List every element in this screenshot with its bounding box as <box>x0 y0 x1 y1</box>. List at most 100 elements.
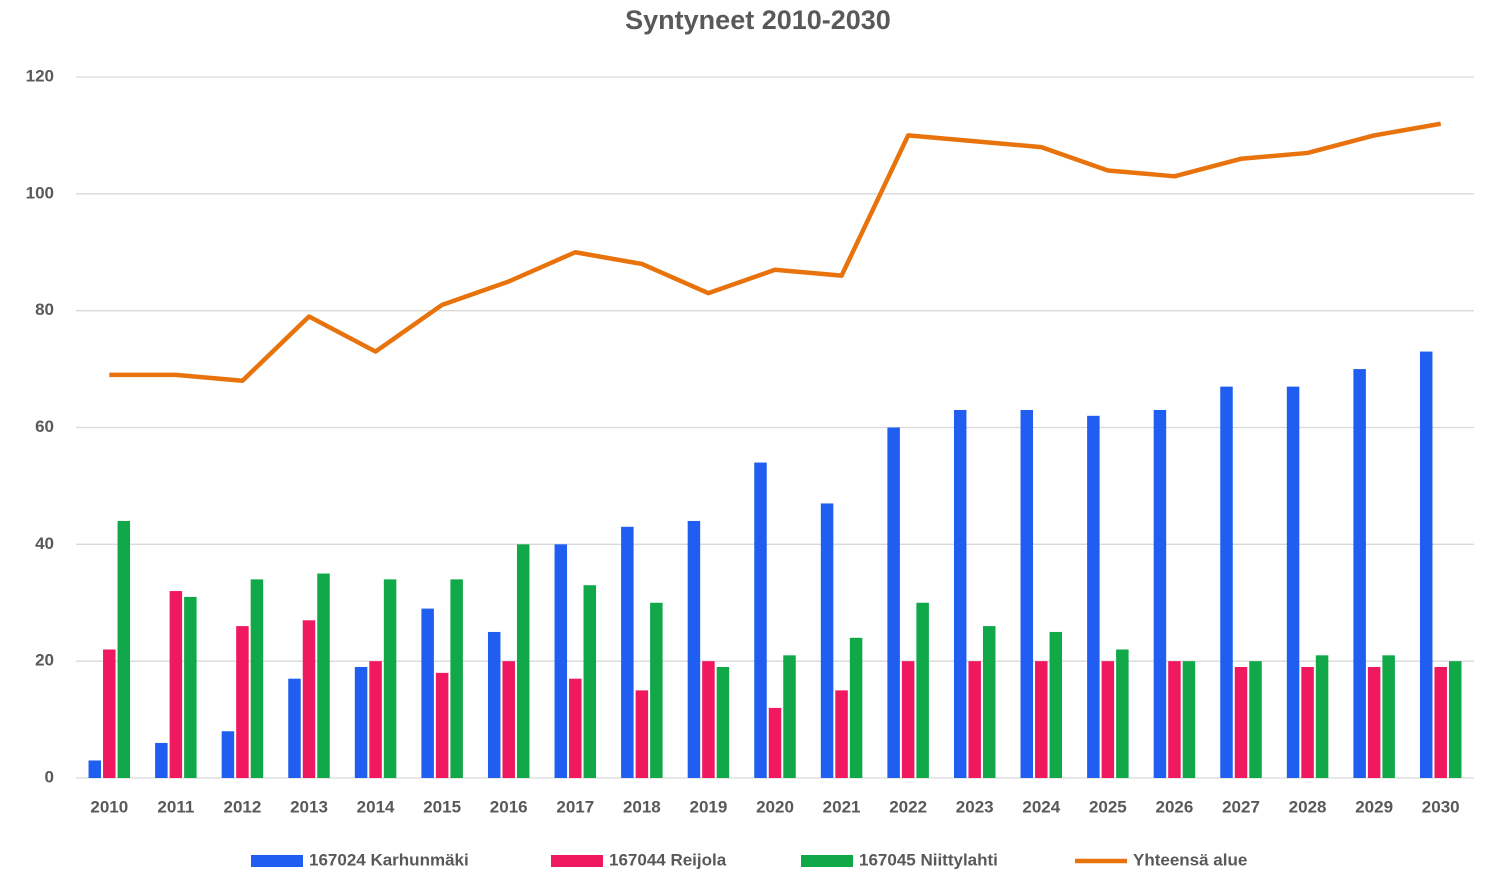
bar <box>288 678 301 778</box>
x-tick-label: 2020 <box>756 797 794 816</box>
bar <box>421 608 434 778</box>
bar <box>687 520 701 778</box>
bar <box>169 591 183 778</box>
x-tick-label: 2018 <box>623 797 661 816</box>
bar <box>754 462 767 778</box>
bar <box>1035 661 1048 778</box>
bar <box>621 526 634 778</box>
x-tick-label: 2024 <box>1022 797 1060 816</box>
chart-title: Syntyneet 2010-2030 <box>625 5 891 35</box>
y-tick-label: 60 <box>35 417 54 436</box>
x-tick-label: 2011 <box>157 797 194 816</box>
bar <box>768 707 782 778</box>
bar <box>354 667 368 778</box>
bar <box>1367 667 1381 778</box>
bar <box>250 579 264 778</box>
bar <box>887 427 900 778</box>
bar <box>650 602 663 778</box>
bar <box>1087 415 1100 778</box>
bar <box>369 661 382 778</box>
bar <box>968 661 981 778</box>
bar <box>953 409 967 778</box>
bar <box>103 649 116 778</box>
bar <box>1049 631 1063 778</box>
x-tick-label: 2016 <box>490 797 528 816</box>
bar <box>155 742 168 778</box>
bar <box>1286 386 1300 778</box>
bar <box>635 690 649 778</box>
legend-swatch <box>251 855 303 867</box>
y-tick-label: 100 <box>26 183 54 202</box>
x-tick-label: 2010 <box>90 797 128 816</box>
bar <box>1168 661 1181 778</box>
bar <box>1249 661 1262 778</box>
x-tick-label: 2012 <box>224 797 262 816</box>
bar <box>117 520 131 778</box>
legend-label: 167024 Karhunmäki <box>309 850 469 869</box>
x-tick-label: 2023 <box>956 797 994 816</box>
x-tick-label: 2021 <box>823 797 861 816</box>
line <box>109 121 1442 384</box>
bar <box>317 573 330 778</box>
y-tick-label: 80 <box>35 300 54 319</box>
bar <box>1419 351 1433 778</box>
bar <box>1315 655 1329 778</box>
bar <box>236 626 249 778</box>
bar <box>502 661 515 778</box>
bar <box>716 667 730 778</box>
bar <box>916 602 929 778</box>
x-tick-label: 2025 <box>1089 797 1127 816</box>
bar <box>1101 661 1115 778</box>
bar <box>184 596 197 778</box>
y-tick-label: 120 <box>26 66 54 85</box>
bar <box>554 544 568 778</box>
legend-label: 167044 Reijola <box>609 850 727 869</box>
x-tick-label: 2028 <box>1289 797 1327 816</box>
bar <box>982 626 996 778</box>
legend-label: Yhteensä alue <box>1133 850 1247 869</box>
bar <box>1182 661 1196 778</box>
x-tick-label: 2017 <box>556 797 594 816</box>
x-tick-label: 2013 <box>290 797 328 816</box>
bar <box>1220 386 1233 778</box>
x-tick-label: 2030 <box>1422 797 1460 816</box>
bar <box>516 544 530 778</box>
bar <box>1020 409 1034 778</box>
bar <box>583 585 597 778</box>
y-tick-label: 0 <box>45 767 54 786</box>
bar <box>849 637 863 778</box>
bar <box>487 631 501 778</box>
legend-swatch <box>551 855 603 867</box>
bar <box>820 503 834 778</box>
bar <box>702 661 715 778</box>
bar <box>88 760 102 778</box>
x-tick-label: 2027 <box>1222 797 1260 816</box>
bar <box>1382 655 1395 778</box>
x-tick-label: 2014 <box>357 797 395 816</box>
bar <box>835 690 848 778</box>
y-tick-label: 40 <box>35 534 54 553</box>
bar <box>383 579 397 778</box>
x-tick-label: 2019 <box>690 797 728 816</box>
bar <box>221 731 235 778</box>
bar <box>1301 667 1314 778</box>
bar <box>1448 661 1462 778</box>
bar <box>450 579 463 778</box>
y-tick-label: 20 <box>35 651 54 670</box>
bar <box>783 655 796 778</box>
bar <box>1153 409 1167 778</box>
x-tick-label: 2026 <box>1156 797 1194 816</box>
bar <box>1234 667 1248 778</box>
bar <box>1353 369 1366 778</box>
bar <box>901 661 915 778</box>
bar <box>1434 667 1447 778</box>
x-tick-label: 2029 <box>1355 797 1393 816</box>
bar <box>569 678 582 778</box>
x-tick-label: 2022 <box>889 797 927 816</box>
legend-label: 167045 Niittylahti <box>859 850 998 869</box>
bar <box>1116 649 1129 778</box>
bar <box>302 620 316 778</box>
x-tick-label: 2015 <box>423 797 461 816</box>
bar <box>435 672 449 778</box>
